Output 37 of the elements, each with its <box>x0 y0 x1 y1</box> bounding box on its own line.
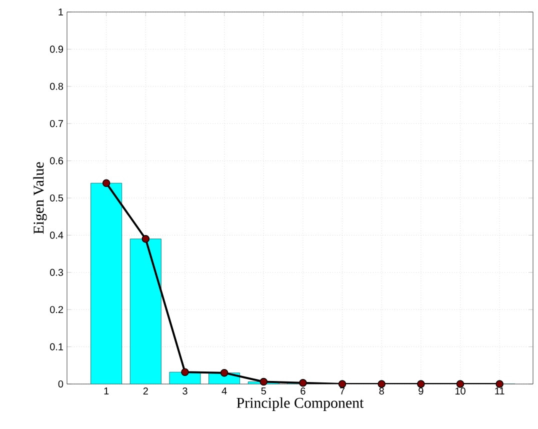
point <box>417 380 425 388</box>
x-tick-label: 2 <box>143 388 148 394</box>
y-tick-label: 0.5 <box>50 194 64 202</box>
x-tick-label: 1 <box>104 388 109 394</box>
y-tick-label: 0.4 <box>50 232 64 239</box>
point <box>142 235 150 243</box>
x-tick-label: 4 <box>222 388 227 394</box>
y-tick-label: 0.6 <box>50 157 64 164</box>
point <box>299 379 307 387</box>
x-tick-label: 7 <box>340 388 345 394</box>
point <box>220 368 228 377</box>
y-axis-title: Eigen Value <box>33 162 47 234</box>
x-tick-label: 9 <box>418 388 424 395</box>
y-tick-label: 0.7 <box>50 120 63 128</box>
y-tick-label: 0.1 <box>50 343 63 350</box>
y-tick-label: 0.9 <box>50 46 64 53</box>
point <box>378 380 386 388</box>
point <box>338 380 346 388</box>
point <box>456 380 464 388</box>
x-tick-label: 6 <box>300 388 306 395</box>
x-tick-label: 5 <box>261 388 266 394</box>
bar <box>130 238 162 384</box>
y-tick-label: 1 <box>58 8 63 16</box>
y-tick-label: 0.3 <box>50 268 64 276</box>
x-tick-label: 8 <box>379 388 384 395</box>
y-tick-label: 0.8 <box>50 82 64 90</box>
point <box>181 368 189 376</box>
point <box>102 179 110 188</box>
x-tick-label: 10 <box>455 388 466 395</box>
x-tick-label: 3 <box>182 388 188 395</box>
y-tick-label: 0.2 <box>50 306 63 314</box>
y-tick-label: 0 <box>58 380 64 388</box>
x-axis-title: Principle Component <box>236 397 364 411</box>
x-tick-label: 11 <box>495 388 504 394</box>
point <box>496 380 504 388</box>
bar <box>90 183 122 384</box>
point <box>260 378 268 386</box>
